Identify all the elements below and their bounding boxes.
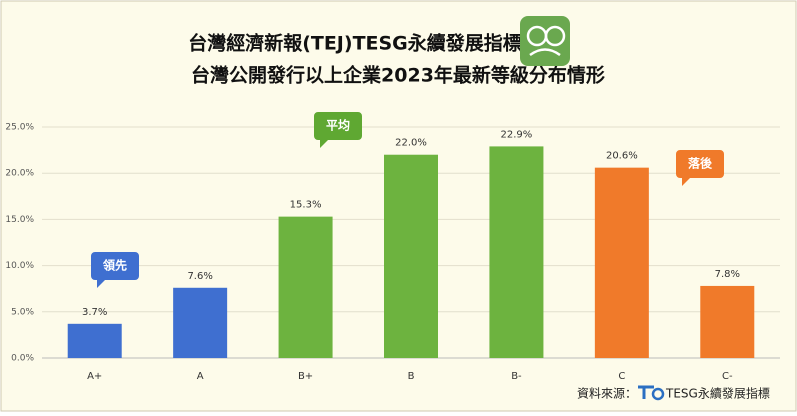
x-tick-label: B+ (298, 371, 313, 382)
bar (489, 146, 544, 358)
bar (278, 216, 333, 358)
callout-text: 領先 (102, 258, 127, 273)
value-label: 7.8% (715, 269, 740, 280)
y-tick-label: 10.0% (5, 261, 34, 271)
y-tick-label: 15.0% (5, 215, 34, 225)
callout: 落後 (676, 150, 724, 186)
callout-box (314, 112, 362, 148)
bar (384, 154, 438, 358)
title-icon (520, 16, 570, 66)
callout-text: 平均 (326, 118, 350, 133)
bar (173, 287, 228, 358)
value-label: 22.9% (501, 129, 533, 140)
source-label: 資料來源： (577, 387, 637, 401)
callout-text: 落後 (688, 156, 713, 171)
x-tick-label: A (197, 371, 204, 382)
chart-title: 台灣經濟新報(TEJ)TESG永續發展指標 (188, 32, 522, 55)
chart-subtitle: 台灣公開發行以上企業2023年最新等級分布情形 (191, 64, 605, 87)
value-label: 3.7% (82, 307, 107, 318)
callout-box (91, 252, 139, 288)
y-tick-label: 0.0% (11, 354, 34, 364)
value-label: 22.0% (395, 138, 427, 149)
y-tick-label: 5.0% (11, 307, 34, 317)
x-tick-label: C- (722, 371, 733, 382)
callout: 平均 (314, 112, 362, 148)
bar (67, 323, 122, 358)
y-tick-label: 20.0% (5, 169, 34, 179)
x-tick-label: A+ (87, 371, 102, 382)
y-tick-label: 25.0% (5, 123, 34, 133)
x-tick-label: C (618, 371, 625, 382)
callout-box (676, 150, 724, 186)
value-label: 15.3% (290, 200, 322, 211)
source-name: TESG永續發展指標 (665, 386, 770, 401)
x-tick-label: B (408, 371, 415, 382)
value-label: 20.6% (606, 151, 638, 162)
x-tick-label: B- (511, 371, 522, 382)
bar (700, 285, 755, 358)
value-label: 7.6% (187, 271, 212, 282)
source-logo (638, 385, 665, 401)
callout: 領先 (91, 252, 139, 288)
bar (594, 167, 649, 358)
